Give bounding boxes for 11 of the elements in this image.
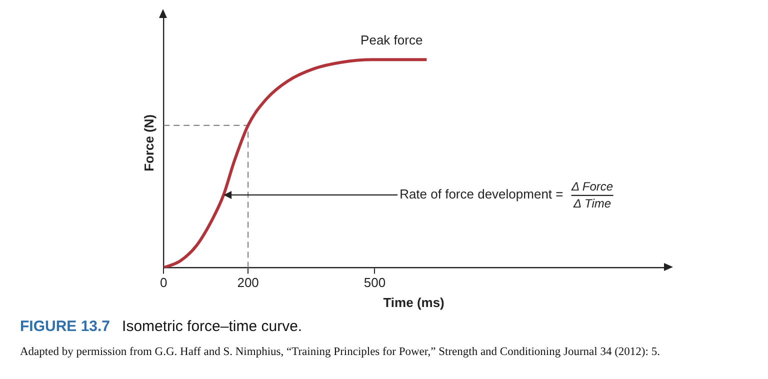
x-axis-title: Time (ms) <box>383 294 444 310</box>
y-axis-title: Force (N) <box>141 114 156 172</box>
annotation: Δ Time <box>572 196 612 210</box>
annotation: Peak force <box>360 32 423 48</box>
x-tick-label: 200 <box>237 275 259 290</box>
x-tick-label: 500 <box>364 275 386 290</box>
x-tick-label: 0 <box>160 275 168 290</box>
text: Adapted by permission from G.G. Haff and S. Nimphius, “Training Principles for Power,” Strength and Conditioning Journal 34 (2012): 5. <box>20 346 660 358</box>
annotation: Δ Force <box>570 179 614 194</box>
annotation: Rate of force development = <box>400 186 564 202</box>
text: FIGURE 13.7 Isometric force–time curve. <box>20 318 302 335</box>
